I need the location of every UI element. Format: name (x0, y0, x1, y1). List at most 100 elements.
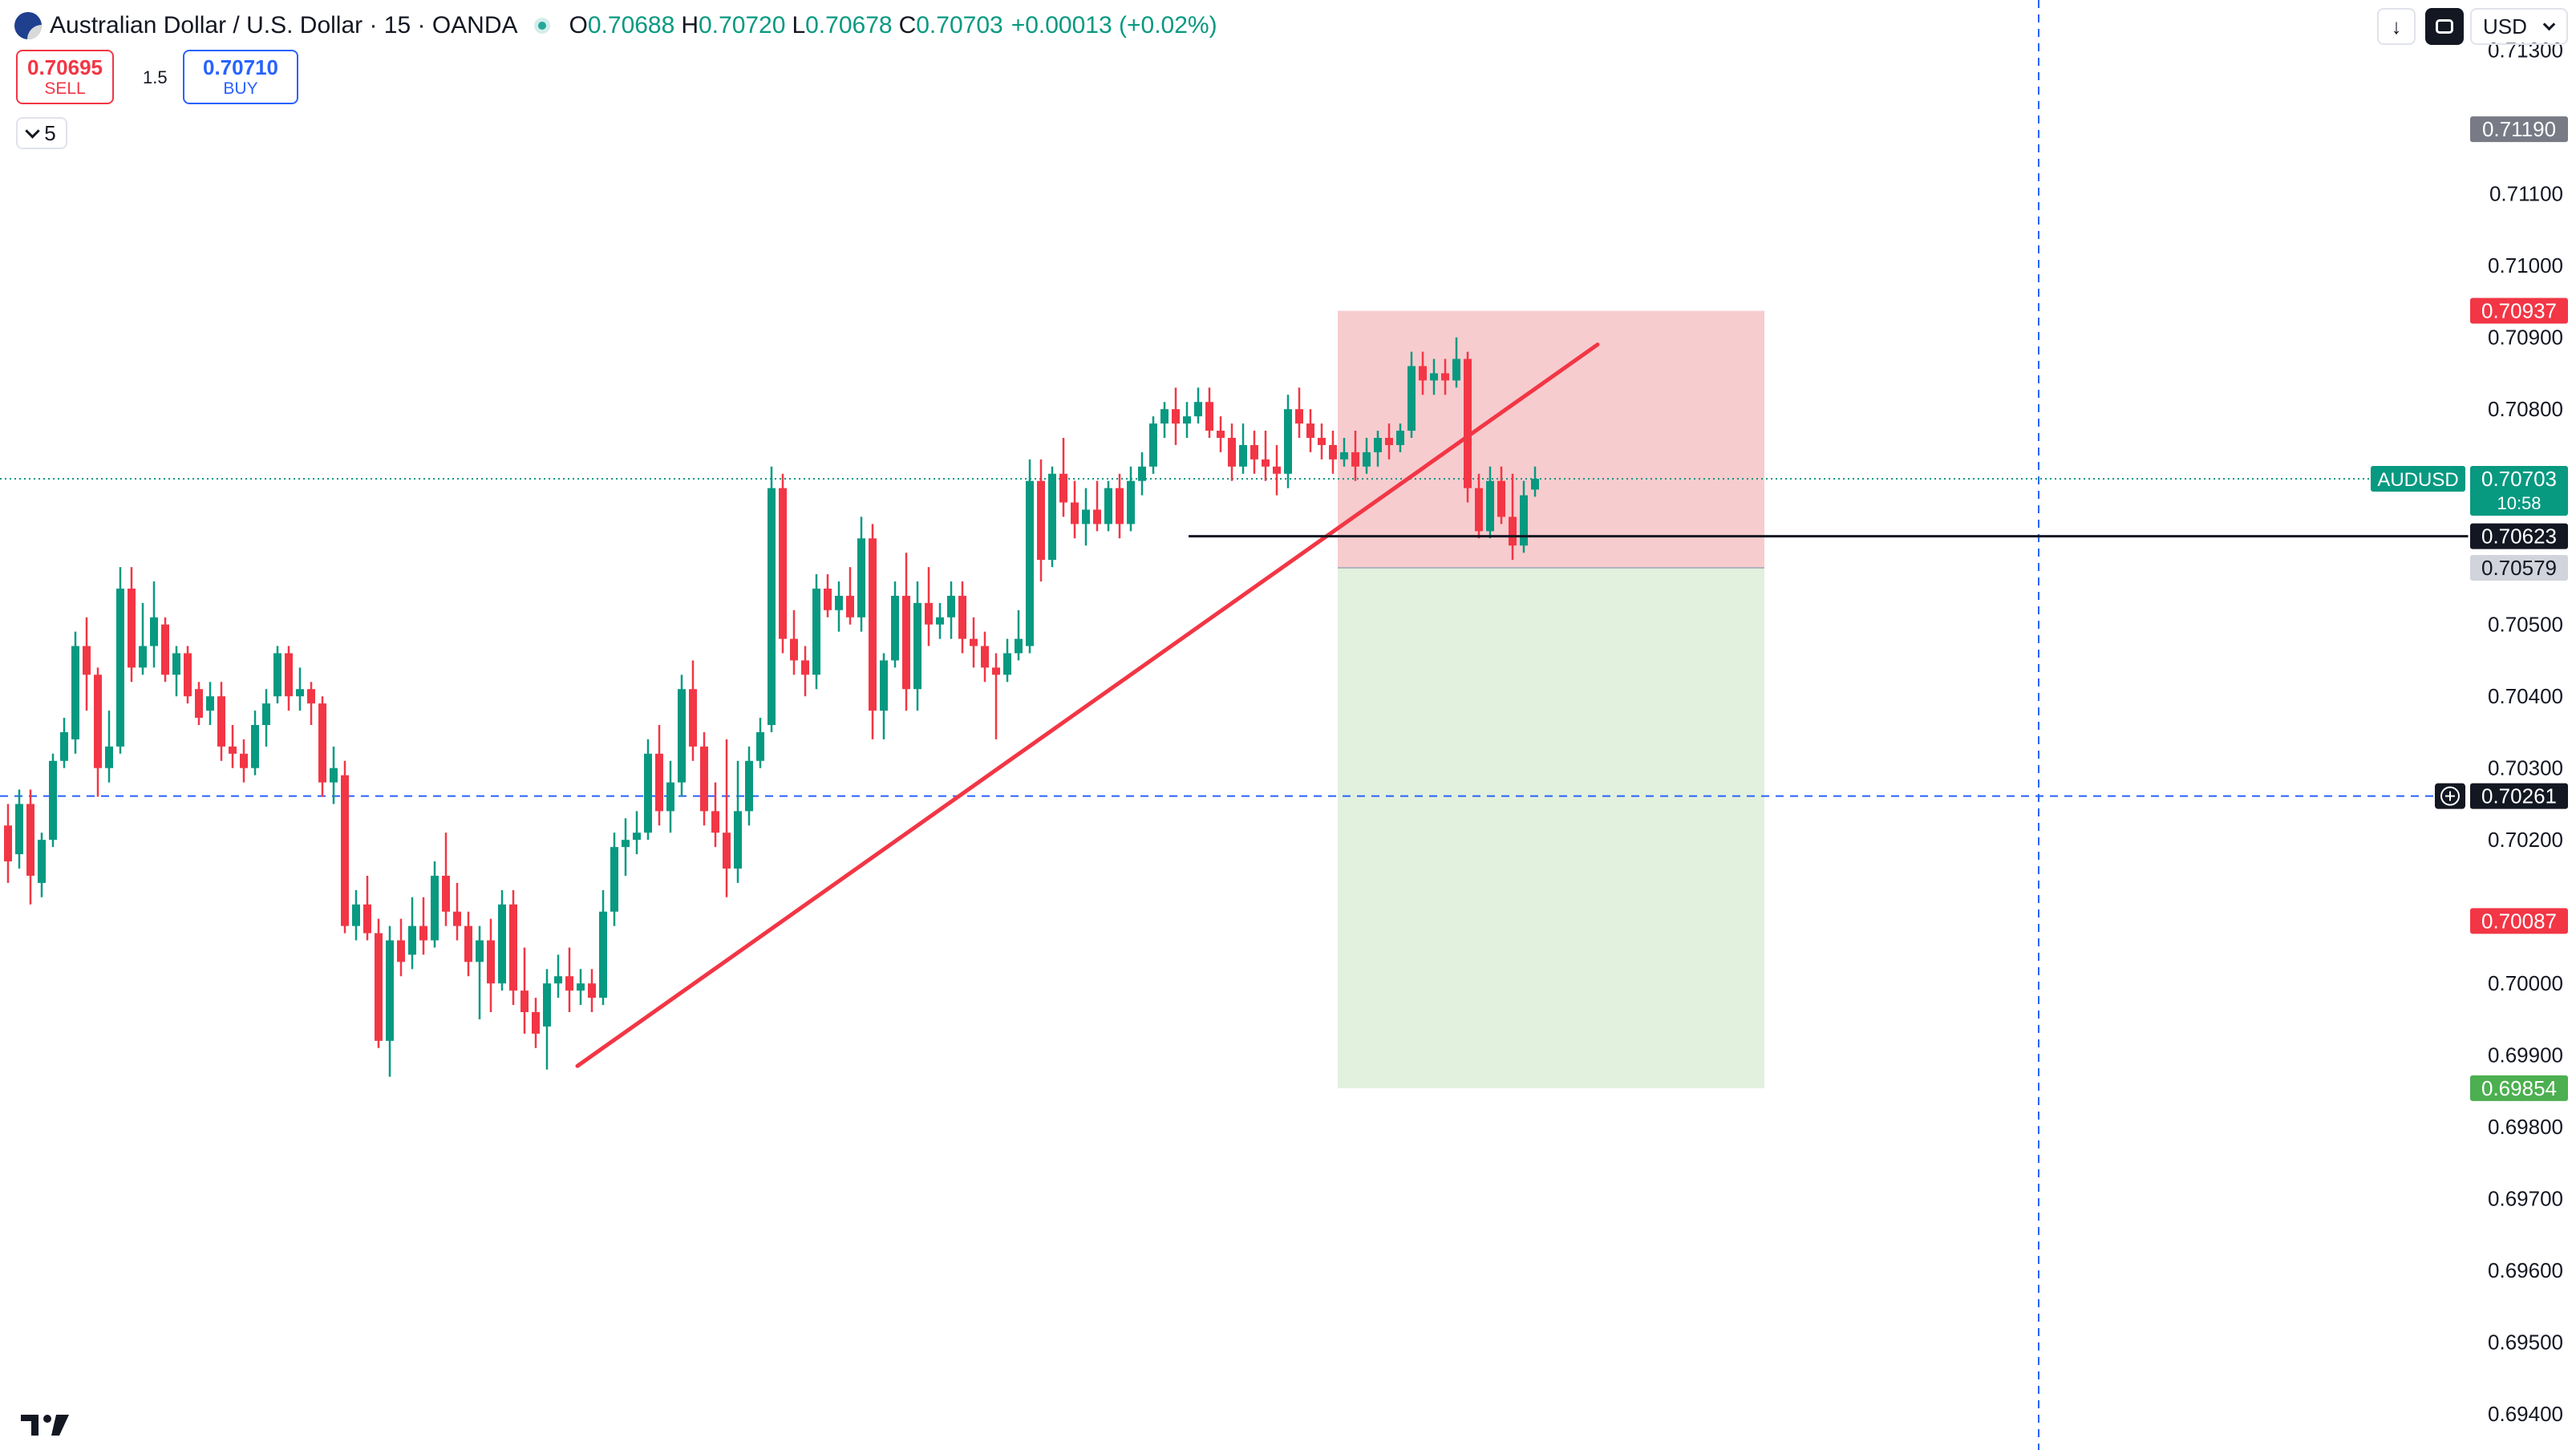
candle-body (745, 760, 753, 812)
candle-body (768, 488, 776, 725)
candle-body (1374, 437, 1382, 452)
price-label-horizontal-line: 0.70623 (2470, 523, 2568, 549)
candle-body (128, 588, 136, 668)
indicators-collapse-button[interactable]: 5 (16, 117, 67, 149)
buy-button[interactable]: 0.70710 BUY (183, 50, 298, 104)
market-open-icon (533, 18, 550, 34)
candle (756, 718, 764, 768)
candle-body (4, 825, 12, 862)
candle-body (386, 940, 394, 1041)
candle-body (1003, 653, 1011, 675)
sell-label: SELL (44, 79, 86, 98)
take-profit-zone (1338, 567, 1764, 1088)
ohlc-open-value: 0.70688 (587, 12, 675, 38)
candle (835, 581, 843, 632)
candlestick-series (4, 337, 1539, 1077)
candle (1430, 358, 1438, 395)
candle-body (981, 646, 989, 668)
price-label-value: 0.70703 (2481, 467, 2557, 491)
candle (1116, 473, 1124, 539)
candle-body (1475, 488, 1483, 532)
candle-body (296, 689, 304, 697)
candle-body (543, 983, 551, 1027)
candle-body (902, 595, 910, 690)
candle (1059, 437, 1067, 517)
price-axis[interactable]: 0.71300 0.71100 0.71000 0.70900 0.70800 0.705… (2468, 0, 2563, 1450)
candle (105, 711, 113, 783)
candle-body (1104, 488, 1112, 525)
candle (1329, 431, 1337, 474)
candle (779, 473, 787, 654)
candle-body (835, 595, 843, 610)
price-label-crosshair: 0.70261 (2435, 783, 2568, 809)
candle-body (532, 1012, 540, 1034)
sync-button[interactable] (2425, 8, 2464, 45)
scroll-to-realtime-button[interactable]: ↓ (2377, 8, 2416, 45)
sell-button[interactable]: 0.70695 SELL (16, 50, 114, 104)
ohlc-low-key: L (792, 12, 806, 38)
candle-body (756, 731, 764, 761)
candle (1104, 480, 1112, 532)
candle (880, 653, 888, 739)
ohlc-close-key: C (898, 12, 917, 38)
candle-body (588, 983, 596, 998)
candle-body (464, 925, 472, 962)
candle-body (1396, 431, 1404, 445)
candle (711, 782, 719, 848)
candle (476, 925, 484, 1019)
candle (1486, 466, 1494, 539)
candle-body (622, 840, 630, 848)
candle-body (1194, 402, 1202, 417)
candle (240, 739, 248, 783)
candle-body (341, 775, 349, 926)
candle-body (1295, 409, 1303, 424)
trendline (575, 342, 1600, 1068)
sell-price: 0.70695 (27, 55, 103, 79)
candle-body (262, 703, 270, 725)
candle-body (285, 653, 293, 697)
candle (824, 574, 832, 618)
candle (1026, 459, 1034, 654)
candle-body (1093, 509, 1101, 525)
symbol-title[interactable]: Australian Dollar / U.S. Dollar · 15 · O… (50, 12, 518, 38)
candle (139, 602, 147, 675)
candle (397, 918, 405, 977)
candle (633, 811, 641, 855)
currency-select[interactable]: USD (2470, 8, 2568, 45)
candle (83, 617, 91, 711)
candle-body (94, 674, 102, 768)
candle (1172, 387, 1180, 445)
y-tick-label: 0.69700 (2488, 1187, 2563, 1211)
candle (1205, 387, 1213, 438)
candle (128, 567, 136, 682)
candle-body (206, 696, 214, 711)
candle (1273, 444, 1281, 496)
candle-body (251, 725, 259, 768)
candle-body (666, 782, 674, 812)
candle (1250, 431, 1258, 474)
candle-body (1441, 373, 1449, 381)
position-zones (1338, 310, 1764, 1088)
candle-body (408, 925, 416, 955)
candle-body (936, 617, 944, 625)
candle (723, 739, 731, 897)
price-label-value: 0.69854 (2481, 1076, 2557, 1100)
candle (184, 646, 192, 704)
candle-body (1497, 480, 1505, 517)
candle-body (1306, 423, 1314, 438)
candle (925, 567, 933, 646)
candle-body (891, 595, 899, 661)
candle-body (273, 653, 281, 697)
candle-body (1531, 478, 1539, 490)
candle (150, 581, 158, 668)
spread-value: 1.5 (143, 67, 168, 87)
plus-circle-icon (2440, 786, 2460, 806)
candle (509, 889, 517, 1006)
candle (1464, 351, 1472, 503)
y-tick-label: 0.71000 (2488, 253, 2563, 277)
candle (745, 746, 753, 826)
candle (1183, 402, 1191, 438)
candle-body (38, 840, 46, 883)
candle (532, 998, 540, 1048)
